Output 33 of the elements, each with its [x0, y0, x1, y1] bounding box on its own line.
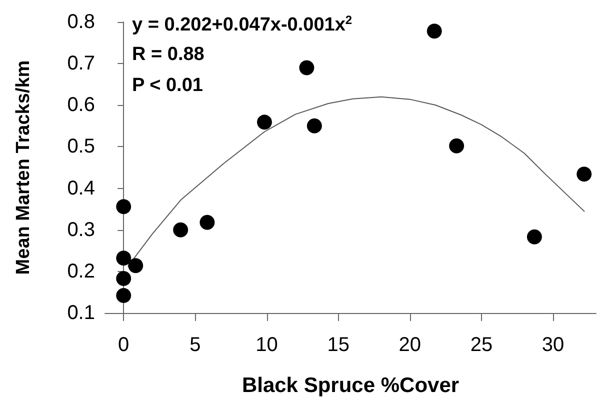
x-tick-label: 15: [327, 334, 350, 356]
y-tick-label: 0.6: [67, 94, 95, 116]
x-tick-label: 10: [256, 334, 278, 356]
point: [576, 166, 592, 182]
y-tick-label: 0.4: [67, 177, 95, 200]
point: [116, 250, 132, 266]
y-tick-label: 0.2: [67, 260, 95, 282]
point: [449, 138, 464, 154]
point: [526, 229, 542, 244]
x-tick-label: 30: [542, 334, 564, 356]
point: [200, 214, 215, 230]
point: [116, 199, 132, 214]
y-tick-label: 0.3: [67, 218, 95, 241]
x-axis-title: Black Spruce %Cover: [242, 374, 460, 397]
point: [299, 60, 314, 76]
annotation: P < 0.01: [132, 75, 204, 96]
x-tick-label: 0: [118, 334, 130, 356]
point: [426, 24, 442, 39]
y-tick-label: 0.8: [67, 11, 95, 33]
point: [128, 258, 144, 274]
point: [306, 118, 322, 134]
y-axis-title: Mean Marten Tracks/km: [13, 60, 34, 275]
point: [116, 271, 132, 286]
x-tick-label: 25: [470, 334, 493, 356]
x-tick-label: 20: [398, 334, 422, 356]
x-tick-label: 5: [190, 334, 201, 356]
y-tick-label: 0.1: [67, 302, 95, 324]
point: [116, 288, 132, 304]
point: [173, 222, 188, 238]
y-tick-label: 0.7: [67, 52, 95, 75]
y-tick-label: 0.5: [67, 136, 95, 158]
annotation: R = 0.88: [132, 44, 204, 65]
point: [256, 114, 272, 130]
